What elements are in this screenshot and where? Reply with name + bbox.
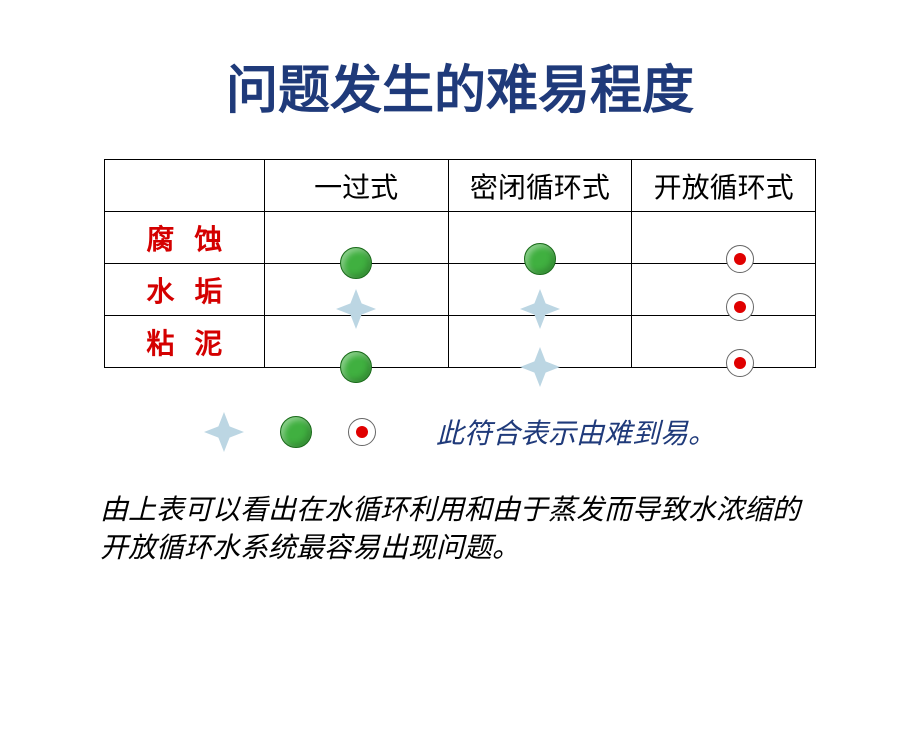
footer-text: 由上表可以看出在水循环利用和由于蒸发而导致水浓缩的开放循环水系统最容易出现问题。 (100, 492, 820, 568)
legend-marker (348, 418, 376, 446)
cell-1-2 (632, 264, 816, 316)
col-header-0: 一过式 (264, 160, 448, 212)
cell-2-2 (632, 316, 816, 368)
cell-0-0 (264, 212, 448, 264)
cell-0-2 (632, 212, 816, 264)
page-title: 问题发生的难易程度 (0, 48, 920, 123)
cell-1-1 (448, 264, 632, 316)
row-label-1: 水垢 (105, 264, 265, 316)
legend-marker (280, 416, 312, 448)
header-empty (105, 160, 265, 212)
col-header-1: 密闭循环式 (448, 160, 632, 212)
row-label-2: 粘泥 (105, 316, 265, 368)
difficulty-table-wrap: 一过式 密闭循环式 开放循环式 腐蚀 水垢 粘泥 (104, 159, 816, 368)
cell-2-1 (448, 316, 632, 368)
difficulty-table: 一过式 密闭循环式 开放循环式 腐蚀 水垢 粘泥 (104, 159, 816, 368)
table-row: 水垢 (105, 264, 816, 316)
cell-0-1 (448, 212, 632, 264)
legend-text: 此符合表示由难到易。 (436, 412, 716, 452)
legend-icons (204, 412, 376, 452)
cell-2-0 (264, 316, 448, 368)
star-icon (204, 412, 244, 452)
green-circle-icon (280, 416, 312, 448)
legend-row: 此符合表示由难到易。 (0, 412, 920, 452)
table-row: 腐蚀 (105, 212, 816, 264)
row-label-0: 腐蚀 (105, 212, 265, 264)
target-circle-icon (348, 418, 376, 446)
col-header-2: 开放循环式 (632, 160, 816, 212)
table-row: 粘泥 (105, 316, 816, 368)
legend-marker (204, 412, 244, 452)
table-header-row: 一过式 密闭循环式 开放循环式 (105, 160, 816, 212)
cell-1-0 (264, 264, 448, 316)
